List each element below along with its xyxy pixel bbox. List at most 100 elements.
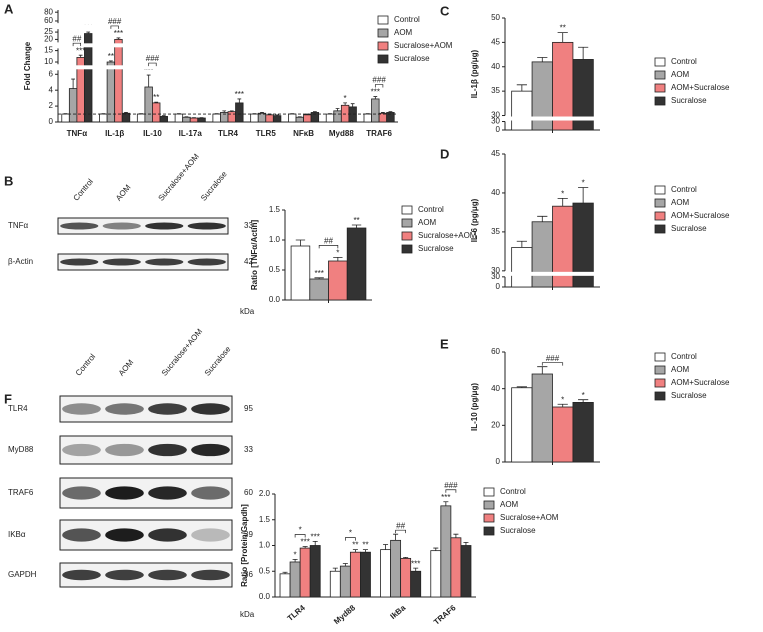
significance-label: ** (352, 541, 358, 550)
bar (144, 86, 153, 123)
legend-label: AOM+Sucralose (671, 378, 730, 387)
significance-label: ** (560, 24, 566, 33)
axis-break (54, 65, 400, 70)
legend-label: AOM (671, 70, 690, 79)
legend-label: Sucralose (671, 96, 707, 105)
bar (288, 113, 297, 123)
legend-label: AOM+Sucralose (671, 211, 730, 220)
blot-frame (57, 217, 229, 235)
error-bar (109, 60, 113, 63)
bar (61, 113, 70, 123)
error-bar (373, 96, 378, 99)
error-bar (312, 540, 318, 546)
y-tick-label: 15 (44, 46, 53, 55)
blot-band (62, 403, 101, 415)
bar (159, 116, 168, 123)
bar (182, 116, 191, 123)
bracket-label: ## (72, 34, 81, 43)
y-axis-label: Ratio [Protein/Gapdh] (240, 504, 249, 587)
error-bar (516, 240, 527, 248)
significance-label: *** (114, 29, 123, 38)
significance-label: * (582, 391, 585, 400)
significance-label: ** (153, 93, 159, 102)
error-bar (443, 501, 449, 506)
error-bar (260, 112, 264, 114)
x-tick-label: Myd88 (332, 603, 357, 626)
bar (390, 539, 402, 598)
legend-label: Sucralose+AOM (394, 41, 453, 50)
error-bar (314, 277, 324, 279)
bracket-label: ### (372, 76, 386, 85)
bar (450, 537, 462, 598)
bar (257, 112, 267, 123)
bar (325, 113, 335, 123)
legend-label: AOM (671, 365, 690, 374)
y-tick-label: 6 (49, 69, 54, 78)
legend-label: Control (418, 205, 444, 214)
y-tick-label: 45 (491, 149, 500, 158)
error-bar (516, 386, 527, 388)
y-tick-label: 25 (44, 27, 53, 36)
error-bar (453, 533, 459, 538)
bar (346, 227, 367, 301)
axis-break (54, 24, 400, 29)
bar (460, 545, 472, 598)
legend-swatch (654, 198, 666, 208)
blot-band (105, 403, 144, 415)
bracket-label: ### (444, 481, 458, 490)
lane-label: Control (74, 352, 98, 378)
blot-band (148, 528, 187, 542)
bar (363, 113, 372, 123)
bar (329, 570, 341, 598)
significance-label: * (582, 179, 585, 188)
bar (511, 387, 533, 463)
significance-label: *** (300, 538, 309, 547)
bar (279, 573, 291, 598)
legend-swatch (654, 57, 666, 67)
legend-swatch (654, 96, 666, 106)
significance-bracket (72, 42, 82, 47)
error-bar (578, 399, 589, 403)
error-bar (403, 556, 409, 559)
legend-label: Control (671, 57, 697, 66)
significance-label: *** (314, 269, 323, 278)
legend-label: Control (394, 15, 420, 24)
y-tick-label: 0 (49, 117, 54, 126)
x-tick-label: Myd88 (329, 129, 354, 138)
bar (349, 551, 361, 598)
bar (328, 260, 348, 301)
blot-band (105, 569, 144, 581)
row-label: TLR4 (8, 404, 28, 413)
bar (136, 113, 146, 123)
bar (189, 117, 199, 123)
y-tick-label: 0.5 (269, 265, 281, 274)
y-tick-label: 0.0 (259, 592, 271, 601)
kda-value: 36 (244, 570, 253, 579)
bar (290, 245, 311, 301)
significance-label: *** (371, 88, 380, 97)
kda-value: 39 (244, 530, 253, 539)
blot-band (105, 528, 144, 542)
y-axis-label: Ratio [TNFα/Actin] (250, 220, 259, 291)
bar (152, 102, 161, 123)
y-tick-label: 20 (44, 35, 53, 44)
y-tick-label: 40 (491, 62, 500, 71)
error-bar (578, 187, 589, 204)
bar (333, 110, 342, 123)
significance-label: *** (441, 493, 450, 502)
blot-band (62, 443, 101, 457)
row-label: TRAF6 (8, 488, 34, 497)
legend-swatch (483, 526, 495, 536)
y-axis-label: IL-10 (pg/μg) (470, 383, 479, 431)
bar (299, 547, 311, 598)
y-tick-label: 4 (49, 85, 54, 94)
significance-bracket (445, 489, 457, 493)
blot-band (105, 443, 144, 457)
bar (265, 114, 274, 123)
y-tick-label: 1.0 (259, 541, 271, 550)
bracket-label: * (349, 529, 352, 538)
bar (531, 373, 553, 463)
y-tick-label: 60 (491, 347, 500, 356)
significance-label: * (336, 249, 339, 258)
panel-letter: B (4, 173, 13, 188)
